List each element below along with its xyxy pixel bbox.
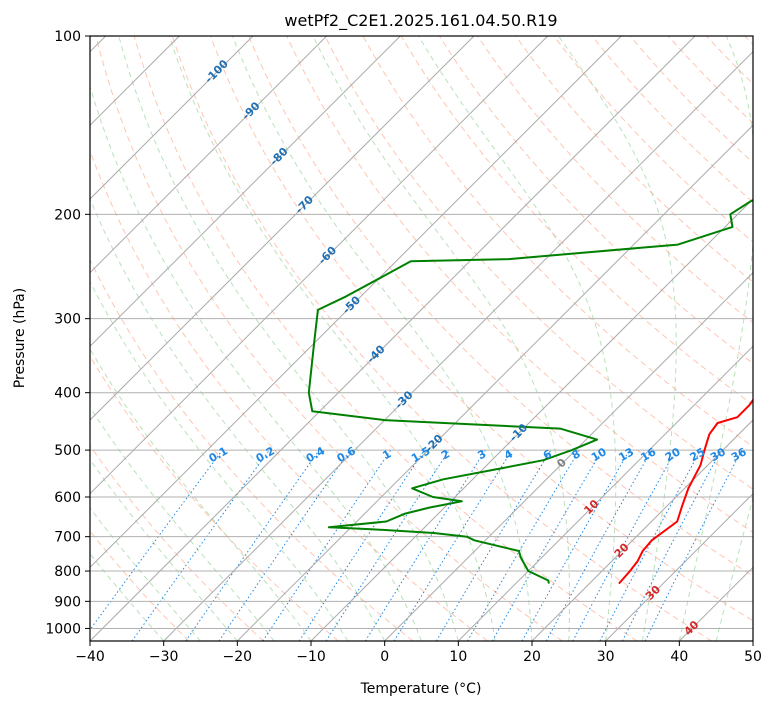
dewpoint-profile <box>307 199 753 584</box>
x-tick-label: 50 <box>744 649 762 665</box>
axes: −40 −30 −20 −10 0 10 20 30 40 50 100 200 300 400 500 60… <box>45 29 762 665</box>
y-tick-label: 1000 <box>45 621 81 637</box>
y-tick-label: 700 <box>54 530 81 546</box>
mixing-ratio-line <box>185 449 320 641</box>
mixing-ratio-line <box>572 449 677 641</box>
moist-adiabat-line <box>118 36 459 641</box>
mixing-ratio-line <box>90 449 223 631</box>
mixing-ratio-line <box>393 449 513 641</box>
y-tick-label: 100 <box>54 29 81 45</box>
x-tick-label: −20 <box>223 649 253 665</box>
temperature-profile <box>618 398 753 585</box>
mixing-ratio-line <box>435 449 552 641</box>
y-tick-label: 300 <box>54 312 81 328</box>
moist-adiabat-line <box>90 348 312 641</box>
mixing-ratio-line <box>521 449 630 641</box>
y-tick-label: 200 <box>54 207 81 223</box>
dry-adiabat-line <box>95 36 563 641</box>
mixing-ratio-line <box>491 449 603 641</box>
moist-adiabat-line <box>558 36 677 641</box>
dry-adiabat-line <box>591 36 753 203</box>
moist-adiabat-line <box>231 36 533 641</box>
isotherm-line <box>236 124 753 641</box>
dry-adiabat-line <box>210 36 753 622</box>
x-tick-label: 0 <box>380 649 389 665</box>
isotherm-line <box>531 419 753 641</box>
y-tick-label: 900 <box>54 594 81 610</box>
isotherm-line <box>90 36 328 274</box>
y-tick-label: 600 <box>54 490 81 506</box>
x-tick-label: 10 <box>449 649 467 665</box>
isotherm-line <box>90 36 401 348</box>
x-tick-label: 30 <box>597 649 615 665</box>
isotherm-line <box>310 198 753 641</box>
moist-adiabat-line <box>90 458 238 641</box>
y-tick-label: 800 <box>54 564 81 580</box>
isotherm-line <box>752 640 753 641</box>
isotherm-line <box>457 345 753 641</box>
isotherm-line <box>605 492 753 641</box>
dry-adiabat-line <box>629 36 753 164</box>
x-tick-label: −40 <box>75 649 105 665</box>
chart-title: wetPf2_C2E1.2025.161.04.50.R19 <box>284 11 557 31</box>
x-axis-title: Temperature (°C) <box>360 681 482 697</box>
mixing-ratio-line <box>218 449 351 641</box>
isotherm-line <box>90 36 622 569</box>
plot-layer <box>90 36 753 641</box>
mixing-ratio-line <box>325 449 450 641</box>
moist-adiabat-line <box>168 36 496 641</box>
isotherm-line <box>90 36 475 421</box>
dry-adiabat-line <box>90 258 414 641</box>
moist-adiabat-line <box>90 553 165 641</box>
moist-adiabat-line <box>90 406 275 641</box>
mixing-ratio-line <box>467 449 580 641</box>
x-tick-label: −30 <box>149 649 179 665</box>
moist-adiabat-line <box>90 507 201 641</box>
moist-adiabat-line <box>90 197 386 641</box>
isotherm-line <box>384 271 753 641</box>
x-tick-label: 20 <box>523 649 541 665</box>
plot-area <box>90 36 753 641</box>
dry-adiabat-line <box>477 36 753 324</box>
moist-adiabat-line <box>312 36 570 641</box>
dry-adiabat-line <box>90 444 264 641</box>
isotherm-line <box>90 36 254 200</box>
isotherm-line <box>90 36 696 641</box>
y-tick-label: 400 <box>54 386 81 402</box>
y-tick-label: 500 <box>54 443 81 459</box>
x-tick-label: −10 <box>296 649 326 665</box>
dry-adiabat-line <box>171 36 712 641</box>
x-tick-label: 40 <box>670 649 688 665</box>
moist-adiabat-line <box>418 36 617 641</box>
dry-adiabat-line <box>324 36 753 490</box>
isotherm-line <box>90 36 549 495</box>
mixing-ratio-line <box>364 449 486 641</box>
isotherm-line <box>163 50 753 641</box>
moist-adiabat-line <box>90 84 422 641</box>
dry-adiabat-line <box>400 36 753 406</box>
plot-frame <box>89 35 754 642</box>
dry-adiabat-line <box>515 36 753 283</box>
dry-adiabat-line <box>248 36 753 577</box>
mixing-ratio-line <box>131 449 270 641</box>
dry-adiabat-line <box>133 36 638 641</box>
y-axis-title: Pressure (hPa) <box>12 288 28 388</box>
